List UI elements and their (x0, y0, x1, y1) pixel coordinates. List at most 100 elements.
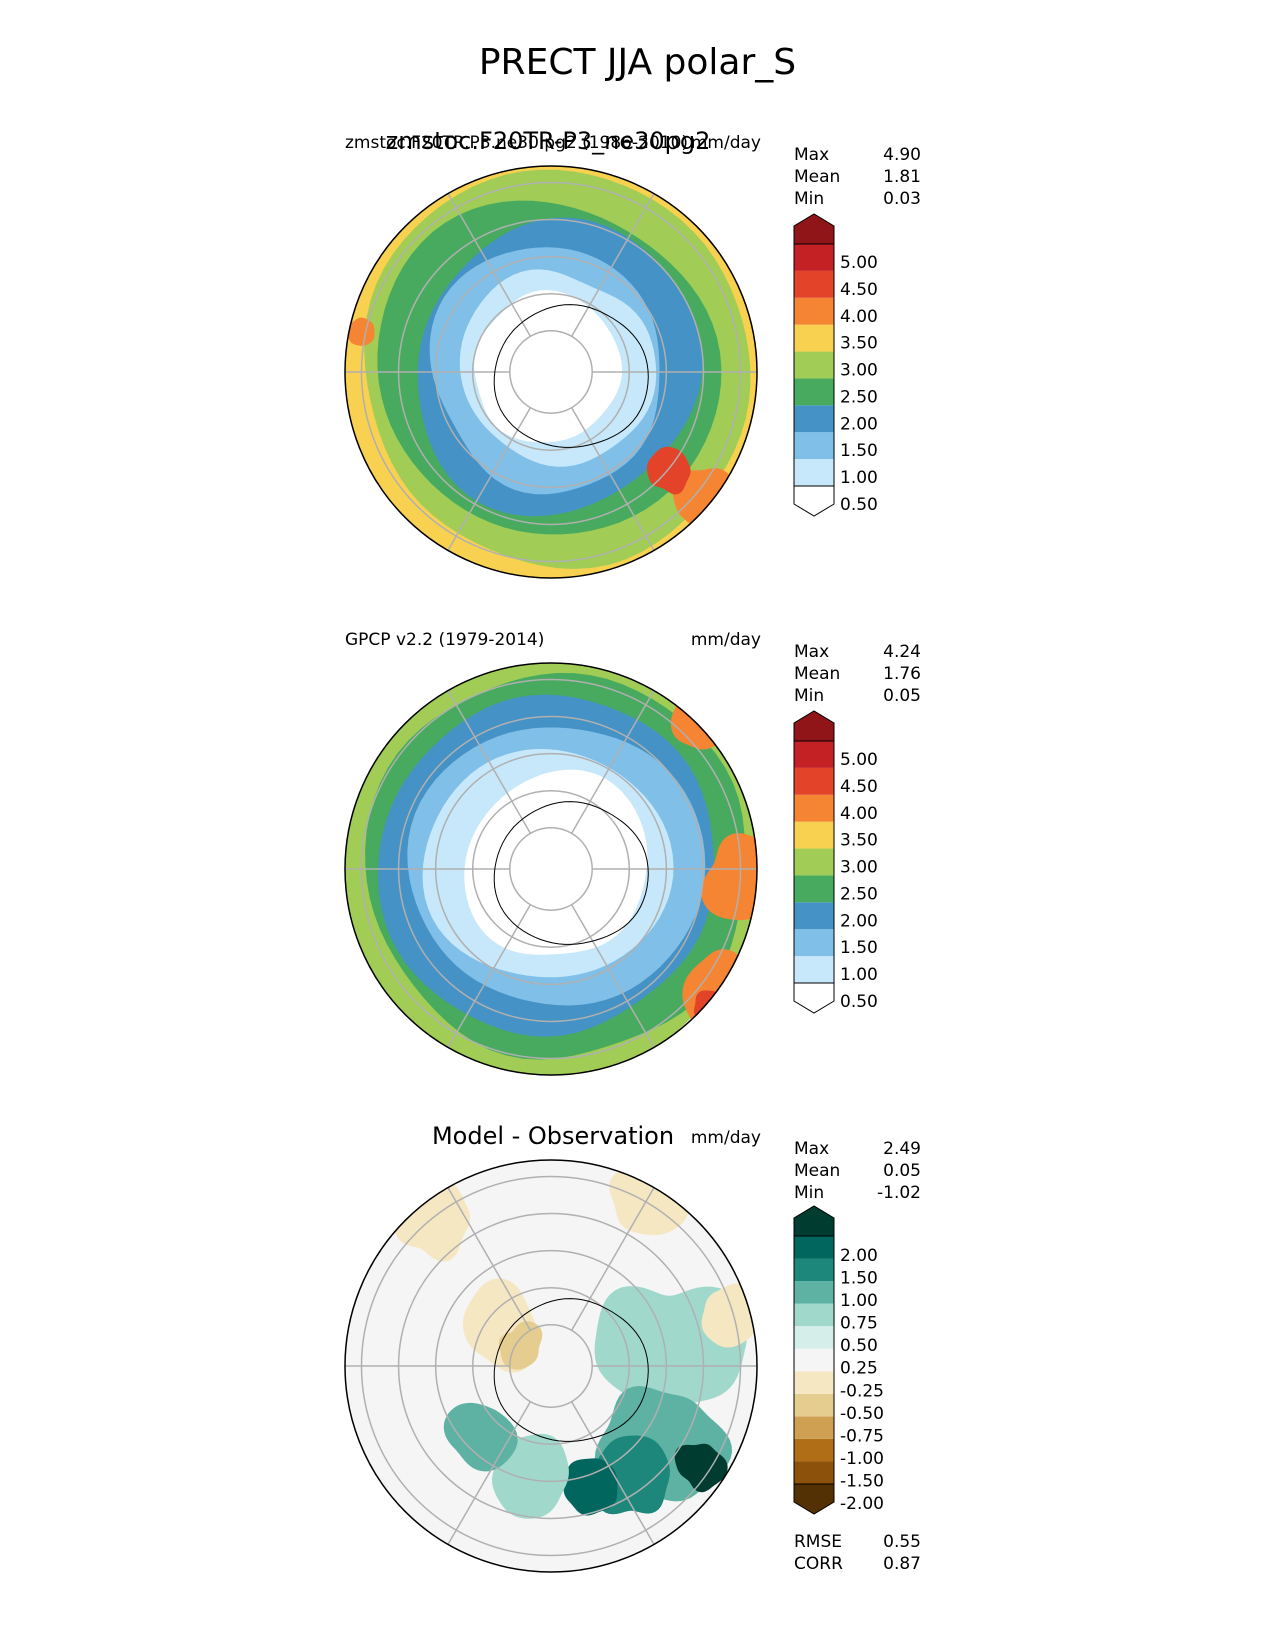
panel-2-mean-label: Mean (794, 664, 841, 684)
colorbar-tick-label: 1.00 (840, 965, 878, 985)
panel-2-left-title: GPCP v2.2 (1979-2014) (345, 630, 545, 650)
colorbar-segment (794, 875, 834, 903)
colorbar-segment (794, 1326, 834, 1349)
meridian-line (570, 904, 655, 1048)
figure-title: PRECT JJA polar_S (478, 42, 797, 83)
colorbar-frame (793, 1235, 835, 1485)
colorbar-tick-label: -0.50 (840, 1404, 884, 1424)
map-boundary (344, 165, 758, 579)
panel-1-left-title: zmstoc.F20TR.P3.ne30.pg2 (1986-2010) (345, 133, 689, 153)
panel-2-max-label: Max (794, 642, 830, 662)
colorbar-segment (794, 324, 834, 352)
colorbar-upper-extend (793, 1205, 835, 1237)
colorbar-tick-label: -0.75 (840, 1426, 884, 1446)
colorbar-segment (794, 794, 834, 822)
colorbar-tick-label: 1.00 (840, 1291, 878, 1311)
precip-maximum (670, 687, 730, 750)
meridian-line (570, 690, 655, 834)
colorbar-upper-extend (793, 213, 835, 245)
colorbar-tick-label: 3.50 (840, 334, 878, 354)
colorbar-segment (794, 1258, 834, 1282)
precip-maximum (646, 446, 691, 495)
colorbar-segment (794, 821, 834, 849)
panel-1-min-value: 0.03 (883, 189, 921, 209)
map-boundary (344, 662, 758, 1076)
colorbar-lower-extend (793, 485, 835, 517)
panel-1-mean-label: Mean (794, 167, 841, 187)
panel-1-center-title: zmstoc.F20TR-P3_ne30pg2 (385, 127, 711, 155)
colorbar-tick-label: 0.25 (840, 1359, 878, 1379)
colorbar-tick-label: 0.75 (840, 1314, 878, 1334)
colorbar-segment (794, 378, 834, 406)
colorbar-segment (794, 351, 834, 379)
corr-value: 0.87 (883, 1554, 921, 1574)
colorbar-segment (794, 767, 834, 795)
colorbar-segment (794, 1461, 834, 1484)
colorbar-segment (794, 956, 834, 983)
panel-2-mean-value: 1.76 (883, 664, 921, 684)
colorbar-segment (794, 432, 834, 460)
meridian-line (447, 407, 532, 551)
colorbar-segment (794, 297, 834, 325)
coastline (493, 1298, 649, 1442)
colorbar-segment (794, 244, 834, 271)
panel-3-max-label: Max (794, 1139, 830, 1159)
diff-region (498, 1321, 543, 1370)
precip-maximum (693, 990, 730, 1030)
panel-3-center-title: Model - Observation (431, 1122, 675, 1150)
colorbar-tick-label: 1.50 (840, 1269, 878, 1289)
colorbar-tick-label: 2.00 (840, 414, 878, 434)
colorbar-segment (794, 1438, 834, 1462)
panel-2-max-value: 4.24 (883, 642, 921, 662)
meridian-line (447, 1187, 532, 1331)
colorbar-tick-label: 1.50 (840, 938, 878, 958)
colorbar-tick-label: 4.00 (840, 307, 878, 327)
colorbar-tick-label: 1.50 (840, 441, 878, 461)
meridian-line (570, 1187, 655, 1331)
colorbar-frame (793, 243, 835, 487)
colorbar-segment (794, 270, 834, 298)
meridian-line (447, 1401, 532, 1545)
corr-label: CORR (794, 1554, 843, 1574)
colorbar-segment (794, 929, 834, 957)
colorbar-segment (794, 405, 834, 433)
panel-3-units: mm/day (690, 1128, 761, 1148)
panel-3-min-value: -1.02 (877, 1183, 921, 1203)
rmse-label: RMSE (794, 1532, 843, 1552)
panel-3-min-label: Min (794, 1183, 825, 1203)
panel-1-max-value: 4.90 (883, 145, 921, 165)
colorbar-tick-label: 0.50 (840, 992, 878, 1012)
meridian-line (447, 904, 532, 1048)
meridian-line (447, 690, 532, 834)
colorbar-tick-label: 2.50 (840, 884, 878, 904)
colorbar-tick-label: -1.50 (840, 1471, 884, 1491)
colorbar-panel-3: 2.00 1.501.00 0.750.50 0.25-0.25 -0.50-0.75 -… (793, 1205, 884, 1515)
colorbar-lower-extend (793, 1483, 835, 1515)
colorbar-segment (794, 1236, 834, 1259)
panel-3-mean-label: Mean (794, 1161, 841, 1181)
colorbar-tick-label: 5.00 (840, 253, 878, 273)
colorbar-segment (794, 1348, 834, 1372)
panel-2-min-label: Min (794, 686, 825, 706)
coastline (493, 304, 649, 448)
colorbar-tick-label: 0.50 (840, 495, 878, 515)
colorbar-tick-label: 2.50 (840, 387, 878, 407)
colorbar-tick-label: 2.00 (840, 1246, 878, 1266)
diff-region (563, 1458, 618, 1516)
colorbar-tick-label: 3.00 (840, 361, 878, 381)
colorbar-segment (794, 1281, 834, 1304)
colorbar-segment (794, 1393, 834, 1417)
diff-region (674, 1443, 728, 1493)
map-panel-1 (345, 166, 757, 578)
meridian-line (447, 193, 532, 337)
colorbar-segment (794, 459, 834, 486)
colorbar-segment (794, 1416, 834, 1439)
precip-band (473, 290, 623, 443)
colorbar-tick-label: 0.50 (840, 1336, 878, 1356)
colorbar-tick-label: 4.00 (840, 804, 878, 824)
colorbar-tick-label: 1.00 (840, 468, 878, 488)
map-boundary (344, 1159, 758, 1573)
panel-1-units: mm/day (690, 133, 761, 153)
panel-1-min-label: Min (794, 189, 825, 209)
